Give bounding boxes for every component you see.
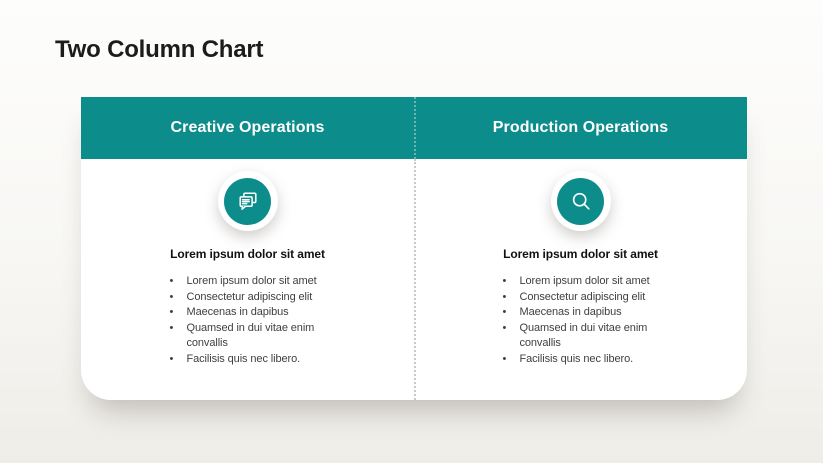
search-icon [557, 177, 604, 225]
column-production: Lorem ipsum dolor sit amet Lorem ipsum d… [414, 159, 747, 400]
bullet-item: Consectetur adipiscing elit [500, 290, 662, 306]
chat-messages-icon [224, 177, 271, 225]
bullet-item: Quamsed in dui vitae enim convallis [500, 321, 662, 352]
bullet-item: Lorem ipsum dolor sit amet [167, 274, 329, 290]
bullet-item: Maecenas in dapibus [500, 305, 662, 321]
column-header-creative: Creative Operations [170, 119, 325, 136]
column-heading: Lorem ipsum dolor sit amet [170, 247, 325, 261]
card-body: Lorem ipsum dolor sit amet Lorem ipsum d… [81, 159, 747, 400]
bullet-item: Maecenas in dapibus [167, 305, 329, 321]
two-column-card: Creative Operations Production Operation… [81, 97, 747, 400]
bullet-list: Lorem ipsum dolor sit amet Consectetur a… [500, 274, 662, 367]
column-heading: Lorem ipsum dolor sit amet [503, 247, 658, 261]
slide-title: Two Column Chart [55, 36, 264, 63]
card-header: Creative Operations Production Operation… [81, 97, 747, 159]
bullet-list: Lorem ipsum dolor sit amet Consectetur a… [167, 274, 329, 367]
bullet-item: Facilisis quis nec libero. [167, 352, 329, 368]
bullet-item: Quamsed in dui vitae enim convallis [167, 321, 329, 352]
bullet-item: Facilisis quis nec libero. [500, 352, 662, 368]
column-creative: Lorem ipsum dolor sit amet Lorem ipsum d… [81, 159, 414, 400]
column-header-production: Production Operations [492, 119, 669, 136]
icon-badge [217, 171, 278, 231]
bullet-item: Consectetur adipiscing elit [167, 290, 329, 306]
icon-badge [550, 171, 611, 231]
bullet-item: Lorem ipsum dolor sit amet [500, 274, 662, 290]
